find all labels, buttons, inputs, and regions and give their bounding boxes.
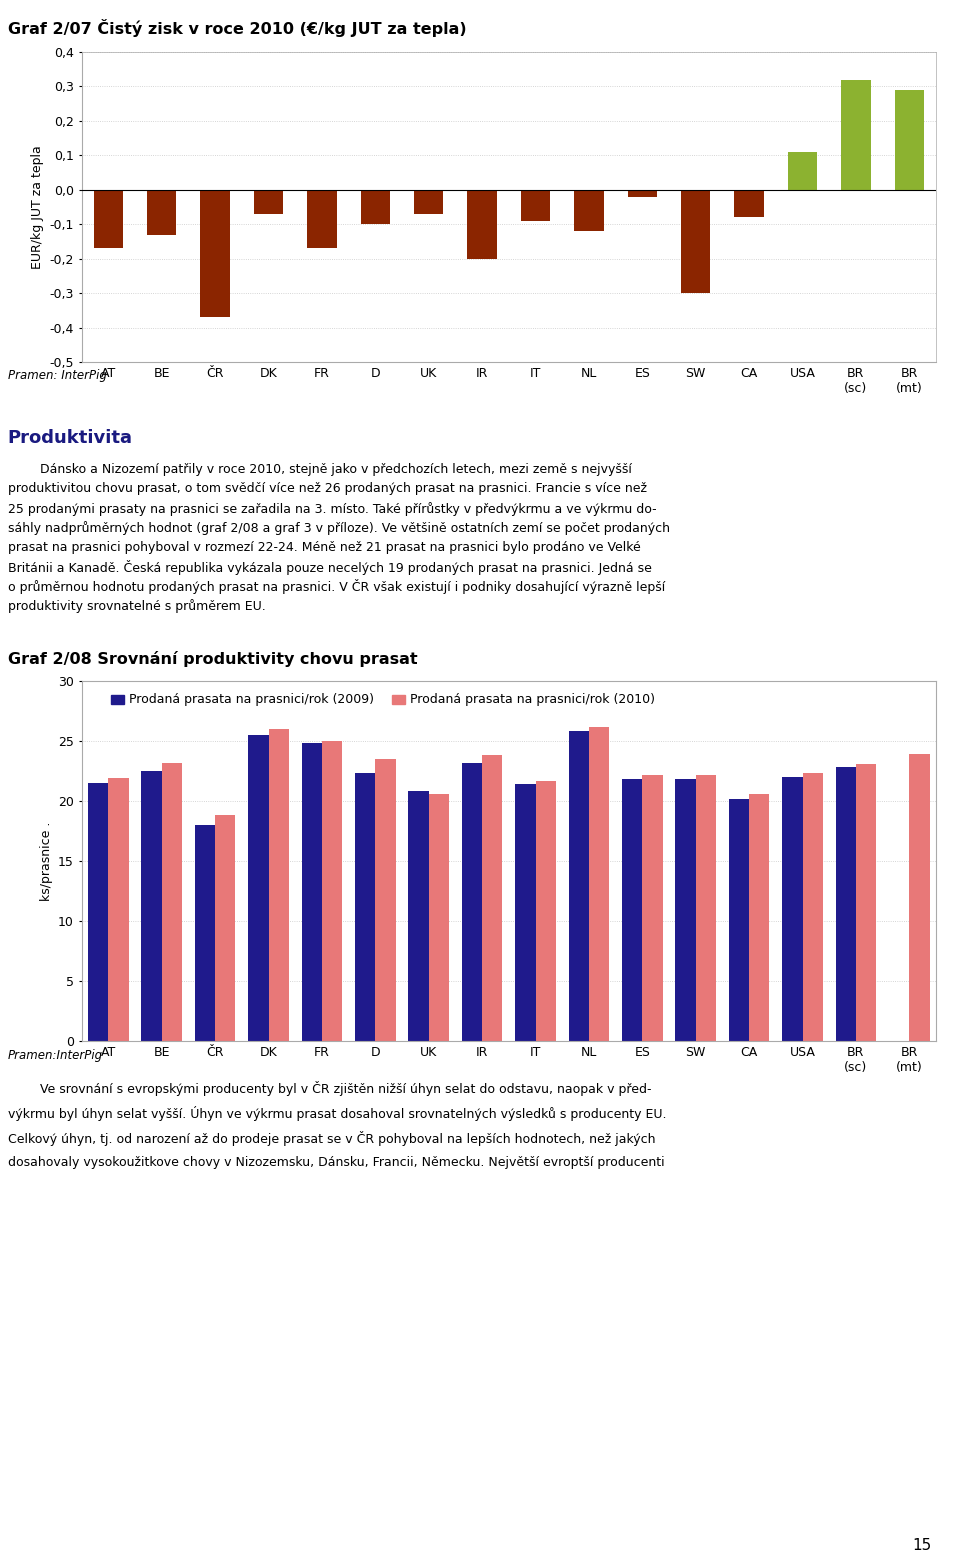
Text: Dánsko a Nizozemí patřily v roce 2010, stejně jako v předchozích letech, mezi ze: Dánsko a Nizozemí patřily v roce 2010, s… bbox=[8, 463, 632, 477]
Bar bbox=[835, 767, 856, 1041]
Bar bbox=[161, 763, 182, 1041]
Bar bbox=[568, 731, 588, 1041]
Bar bbox=[536, 780, 556, 1041]
Legend: Prodaná prasata na prasnici/rok (2009), Prodaná prasata na prasnici/rok (2010): Prodaná prasata na prasnici/rok (2009), … bbox=[105, 688, 661, 713]
Bar bbox=[749, 794, 769, 1041]
Bar bbox=[729, 799, 749, 1041]
Text: Ve srovnání s evropskými producenty byl v ČR zjištěn nižší úhyn selat do odstavu: Ve srovnání s evropskými producenty byl … bbox=[8, 1082, 651, 1096]
Bar bbox=[253, 189, 283, 214]
Bar bbox=[803, 774, 823, 1041]
Text: Pramen:InterPig: Pramen:InterPig bbox=[8, 1049, 103, 1061]
Y-axis label: ks/prasnice .: ks/prasnice . bbox=[39, 821, 53, 900]
Text: Británii a Kanadě. Česká republika vykázala pouze necelých 19 prodaných prasat n: Británii a Kanadě. Česká republika vykáz… bbox=[8, 560, 652, 575]
Bar bbox=[94, 189, 123, 249]
Bar bbox=[681, 189, 710, 294]
Text: Celkový úhyn, tj. od narození až do prodeje prasat se v ČR pohyboval na lepších : Celkový úhyn, tj. od narození až do prod… bbox=[8, 1132, 655, 1146]
Text: 25 prodanými prasaty na prasnici se zařadila na 3. místo. Také přírůstky v předv: 25 prodanými prasaty na prasnici se zařa… bbox=[8, 502, 657, 516]
Bar bbox=[574, 189, 604, 231]
Bar bbox=[788, 152, 817, 189]
Bar bbox=[462, 763, 482, 1041]
Bar bbox=[408, 791, 429, 1041]
Bar bbox=[215, 816, 235, 1041]
Bar bbox=[909, 755, 929, 1041]
Text: produktivity srovnatelné s průměrem EU.: produktivity srovnatelné s průměrem EU. bbox=[8, 599, 265, 613]
Bar bbox=[468, 189, 496, 258]
Bar bbox=[88, 783, 108, 1041]
Bar bbox=[249, 735, 269, 1041]
Bar bbox=[141, 771, 161, 1041]
Bar bbox=[734, 189, 764, 217]
Text: prasat na prasnici pohyboval v rozmezí 22-24. Méně než 21 prasat na prasnici byl: prasat na prasnici pohyboval v rozmezí 2… bbox=[8, 541, 640, 553]
Text: sáhly nadprůměrných hodnot (graf 2/08 a graf 3 v příloze). Ve většině ostatních : sáhly nadprůměrných hodnot (graf 2/08 a … bbox=[8, 520, 670, 535]
Text: Graf 2/08 Srovnání produktivity chovu prasat: Graf 2/08 Srovnání produktivity chovu pr… bbox=[8, 652, 418, 667]
Bar bbox=[521, 189, 550, 220]
Text: o průměrnou hodnotu prodaných prasat na prasnici. V ČR však existují i podniky d: o průměrnou hodnotu prodaných prasat na … bbox=[8, 580, 665, 594]
Bar bbox=[482, 755, 502, 1041]
Bar bbox=[622, 780, 642, 1041]
Bar bbox=[696, 775, 716, 1041]
Bar bbox=[642, 775, 662, 1041]
Bar bbox=[108, 778, 129, 1041]
Bar bbox=[301, 744, 322, 1041]
Bar bbox=[429, 794, 449, 1041]
Y-axis label: EUR/kg JUT za tepla: EUR/kg JUT za tepla bbox=[31, 145, 44, 269]
Bar bbox=[322, 741, 342, 1041]
Bar bbox=[516, 785, 536, 1041]
Bar bbox=[355, 774, 375, 1041]
Text: Pramen: InterPig: Pramen: InterPig bbox=[8, 369, 107, 383]
Bar bbox=[676, 780, 696, 1041]
Text: Produktivita: Produktivita bbox=[8, 430, 132, 447]
Bar bbox=[375, 760, 396, 1041]
Bar bbox=[414, 189, 444, 214]
Text: produktivitou chovu prasat, o tom svědčí více než 26 prodaných prasat na prasnic: produktivitou chovu prasat, o tom svědčí… bbox=[8, 483, 647, 495]
Text: dosahovaly vysokoužitkove chovy v Nizozemsku, Dánsku, Francii, Německu. Největší: dosahovaly vysokoužitkove chovy v Nizoze… bbox=[8, 1157, 664, 1169]
Bar bbox=[147, 189, 177, 234]
Text: 15: 15 bbox=[912, 1538, 931, 1554]
Bar bbox=[628, 189, 657, 197]
Bar bbox=[269, 728, 289, 1041]
Bar bbox=[307, 189, 337, 249]
Bar bbox=[841, 80, 871, 189]
Bar bbox=[588, 727, 610, 1041]
Bar bbox=[361, 189, 390, 224]
Bar bbox=[782, 777, 803, 1041]
Bar bbox=[895, 91, 924, 189]
Bar bbox=[195, 825, 215, 1041]
Bar bbox=[856, 764, 876, 1041]
Text: Graf 2/07 Čistý zisk v roce 2010 (€/kg JUT za tepla): Graf 2/07 Čistý zisk v roce 2010 (€/kg J… bbox=[8, 19, 467, 38]
Bar bbox=[201, 189, 229, 317]
Text: výkrmu byl úhyn selat vyšší. Úhyn ve výkrmu prasat dosahoval srovnatelných výsle: výkrmu byl úhyn selat vyšší. Úhyn ve výk… bbox=[8, 1107, 666, 1121]
